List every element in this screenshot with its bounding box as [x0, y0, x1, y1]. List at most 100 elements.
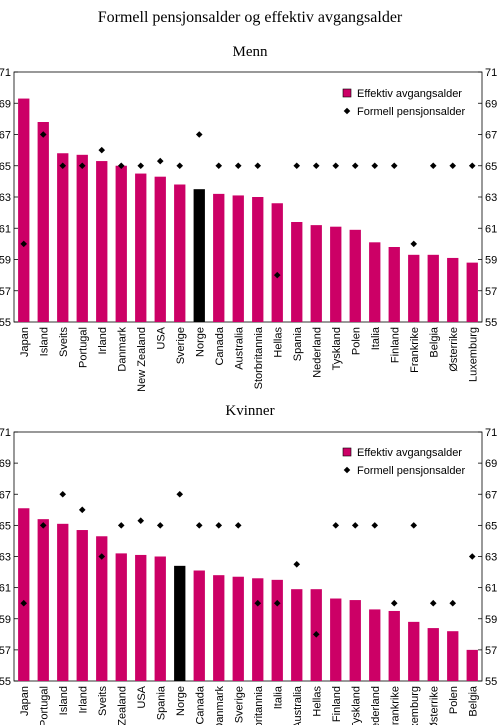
kvinner-bar	[213, 575, 225, 681]
menn-bar	[96, 161, 108, 322]
menn-bar	[18, 98, 30, 322]
menn-xtick-label: New Zealand	[136, 327, 148, 392]
menn-ytick-label-left: 55	[0, 317, 11, 329]
menn-xtick-label: Australia	[233, 326, 245, 370]
menn-ytick-label-right: 61	[485, 223, 497, 235]
menn-xtick-label: USA	[155, 326, 167, 349]
menn-bar	[447, 257, 459, 322]
kvinner-xtick-label: Tyskland	[350, 686, 362, 725]
menn-xtick-label: Belgia	[428, 326, 440, 357]
kvinner-bar	[291, 589, 303, 681]
menn-xtick-label: Canada	[214, 326, 226, 365]
kvinner-xtick-label: Island	[58, 686, 70, 715]
menn-ytick-label-right: 55	[485, 317, 497, 329]
menn-xtick-label: Østerrike	[448, 327, 460, 372]
kvinner-marker	[98, 553, 106, 560]
kvinner-xtick-label: Sverige	[233, 686, 245, 723]
menn-marker	[39, 131, 47, 138]
menn-marker	[273, 271, 281, 279]
kvinner-ytick-label-right: 61	[485, 583, 497, 595]
menn-marker	[195, 131, 203, 138]
menn-marker	[98, 146, 106, 154]
menn-bar	[271, 203, 283, 322]
menn-ytick-label-right: 59	[485, 255, 497, 267]
menn-marker	[78, 162, 86, 170]
kvinner-xtick-label: USA	[136, 685, 148, 708]
menn-marker	[371, 162, 379, 170]
menn-bar	[193, 189, 205, 322]
kvinner-marker	[59, 490, 67, 498]
kvinner-marker	[78, 506, 86, 514]
menn-marker	[312, 162, 320, 170]
kvinner-ytick-label-left: 65	[0, 520, 11, 532]
kvinner-xtick-label: Australia	[292, 685, 304, 725]
menn-ytick-label-left: 59	[0, 255, 11, 267]
menn-marker	[449, 162, 457, 170]
kvinner-marker	[195, 522, 203, 529]
menn-subtitle: Menn	[233, 44, 268, 60]
menn-marker	[410, 240, 418, 248]
kvinner-xtick-label: Irland	[77, 686, 89, 714]
kvinner-ytick-label-left: 55	[0, 676, 11, 688]
kvinner-xtick-label: Sveits	[97, 686, 109, 716]
kvinner-marker	[410, 522, 418, 529]
menn-xtick-label: Norge	[194, 327, 206, 357]
menn-marker	[20, 240, 28, 248]
kvinner-bar	[369, 609, 381, 681]
kvinner-bar	[115, 553, 127, 681]
kvinner-marker	[156, 522, 164, 529]
kvinner-bar	[408, 621, 420, 681]
kvinner-xtick-label: Norge	[175, 686, 187, 716]
kvinner-xtick-label: Danmark	[214, 686, 226, 725]
kvinner-ytick-label-right: 69	[485, 458, 497, 470]
menn-xtick-label: Finland	[389, 327, 401, 363]
menn-ytick-label-right: 67	[485, 130, 497, 142]
menn-marker	[176, 162, 184, 170]
kvinner-marker	[449, 599, 457, 607]
menn-bar	[369, 242, 381, 322]
kvinner-ytick-label-right: 63	[485, 552, 497, 564]
kvinner-xtick-label: Nederland	[370, 686, 382, 725]
kvinner-bar	[271, 579, 283, 681]
kvinner-ytick-label-left: 67	[0, 489, 11, 501]
kvinner-marker	[215, 522, 223, 529]
menn-marker	[429, 162, 437, 170]
kvinner-marker	[351, 522, 359, 529]
kvinner-bar	[330, 598, 342, 681]
menn-bar	[37, 122, 49, 322]
kvinner-marker	[176, 490, 184, 498]
menn-bar	[310, 225, 322, 322]
menn-chart: Menn 55 55 57 57 59 59 61 61 63 63 65 65 67 67 69 69 71 71…	[0, 44, 497, 392]
menn-legend-marker-label: Formell pensjonsalder	[357, 106, 466, 118]
kvinner-bar	[174, 565, 186, 681]
kvinner-ytick-label-left: 63	[0, 552, 11, 564]
menn-bar	[252, 197, 264, 322]
menn-xtick-label: Irland	[97, 327, 109, 355]
menn-xtick-label: Japan	[19, 327, 31, 357]
kvinner-legend-bar-label: Effektiv avgangsalder	[357, 447, 462, 459]
kvinner-ytick-label-left: 71	[0, 427, 11, 439]
menn-legend-bar-label: Effektiv avgangsalder	[357, 88, 462, 100]
menn-bar	[115, 165, 127, 322]
kvinner-marker	[293, 560, 301, 568]
kvinner-xtick-label: Luxemburg	[409, 686, 421, 725]
kvinner-xtick-label: Finland	[331, 686, 343, 722]
kvinner-bar	[232, 576, 244, 681]
kvinner-marker	[371, 522, 379, 529]
menn-marker	[117, 162, 125, 170]
menn-ytick-label-left: 61	[0, 223, 11, 235]
kvinner-ytick-label-right: 55	[485, 676, 497, 688]
menn-marker	[59, 162, 67, 170]
kvinner-legend-marker-swatch	[343, 466, 351, 474]
kvinner-chart: Kvinner 55 55 57 57 59 59 61 61 63 63 65 65 67 67 69 69 7…	[0, 403, 497, 725]
kvinner-bar	[76, 530, 88, 681]
kvinner-bar	[252, 578, 264, 681]
kvinner-ytick-label-right: 65	[485, 520, 497, 532]
kvinner-xtick-label: Storbritannia	[253, 685, 265, 725]
menn-bar	[232, 195, 244, 322]
menn-marker	[468, 162, 476, 170]
menn-bar	[174, 184, 186, 322]
kvinner-ytick-label-left: 61	[0, 583, 11, 595]
menn-ytick-label-left: 71	[0, 67, 11, 79]
